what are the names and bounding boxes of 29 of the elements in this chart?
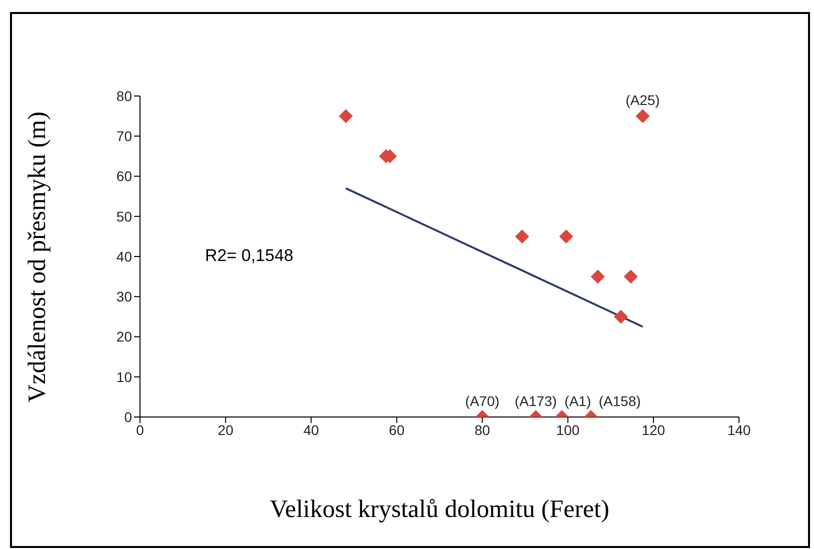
x-tick-label: 60 <box>388 422 405 438</box>
point <box>515 229 530 244</box>
point <box>338 109 353 124</box>
x-tick-label: 140 <box>727 422 751 438</box>
x-tick-label: 40 <box>303 422 320 438</box>
annotation: (A1) <box>564 393 591 409</box>
point <box>559 229 574 244</box>
y-tick-label: 80 <box>116 88 132 104</box>
x-tick-label: 120 <box>642 422 666 438</box>
y-tick-label: 10 <box>116 368 132 385</box>
y-tick-label: 70 <box>116 128 132 144</box>
annotation: (A25) <box>626 92 660 108</box>
x-axis-title: Velikost krystalů dolomitu (Feret) <box>270 496 610 524</box>
y-tick-label: 50 <box>116 208 132 224</box>
y-tick-label: 20 <box>116 328 132 345</box>
annotation: (A70) <box>465 393 500 409</box>
y-axis-title: Vzdálenost od přesmyku (m) <box>24 111 52 402</box>
y-tick-label: 40 <box>116 248 132 264</box>
x-tick-label: 0 <box>136 422 144 438</box>
annotation: (A173) <box>514 393 557 409</box>
y-tick-label: 30 <box>116 288 132 305</box>
point <box>636 109 650 124</box>
x-tick-label: 100 <box>556 422 580 438</box>
x-tick-label: 80 <box>474 422 490 438</box>
y-tick-label: 0 <box>124 408 132 425</box>
y-tick-label: 60 <box>116 168 132 184</box>
x-tick-label: 20 <box>218 422 234 438</box>
annotation: R2= 0,1548 <box>205 246 294 266</box>
annotation: (A158) <box>598 393 641 409</box>
